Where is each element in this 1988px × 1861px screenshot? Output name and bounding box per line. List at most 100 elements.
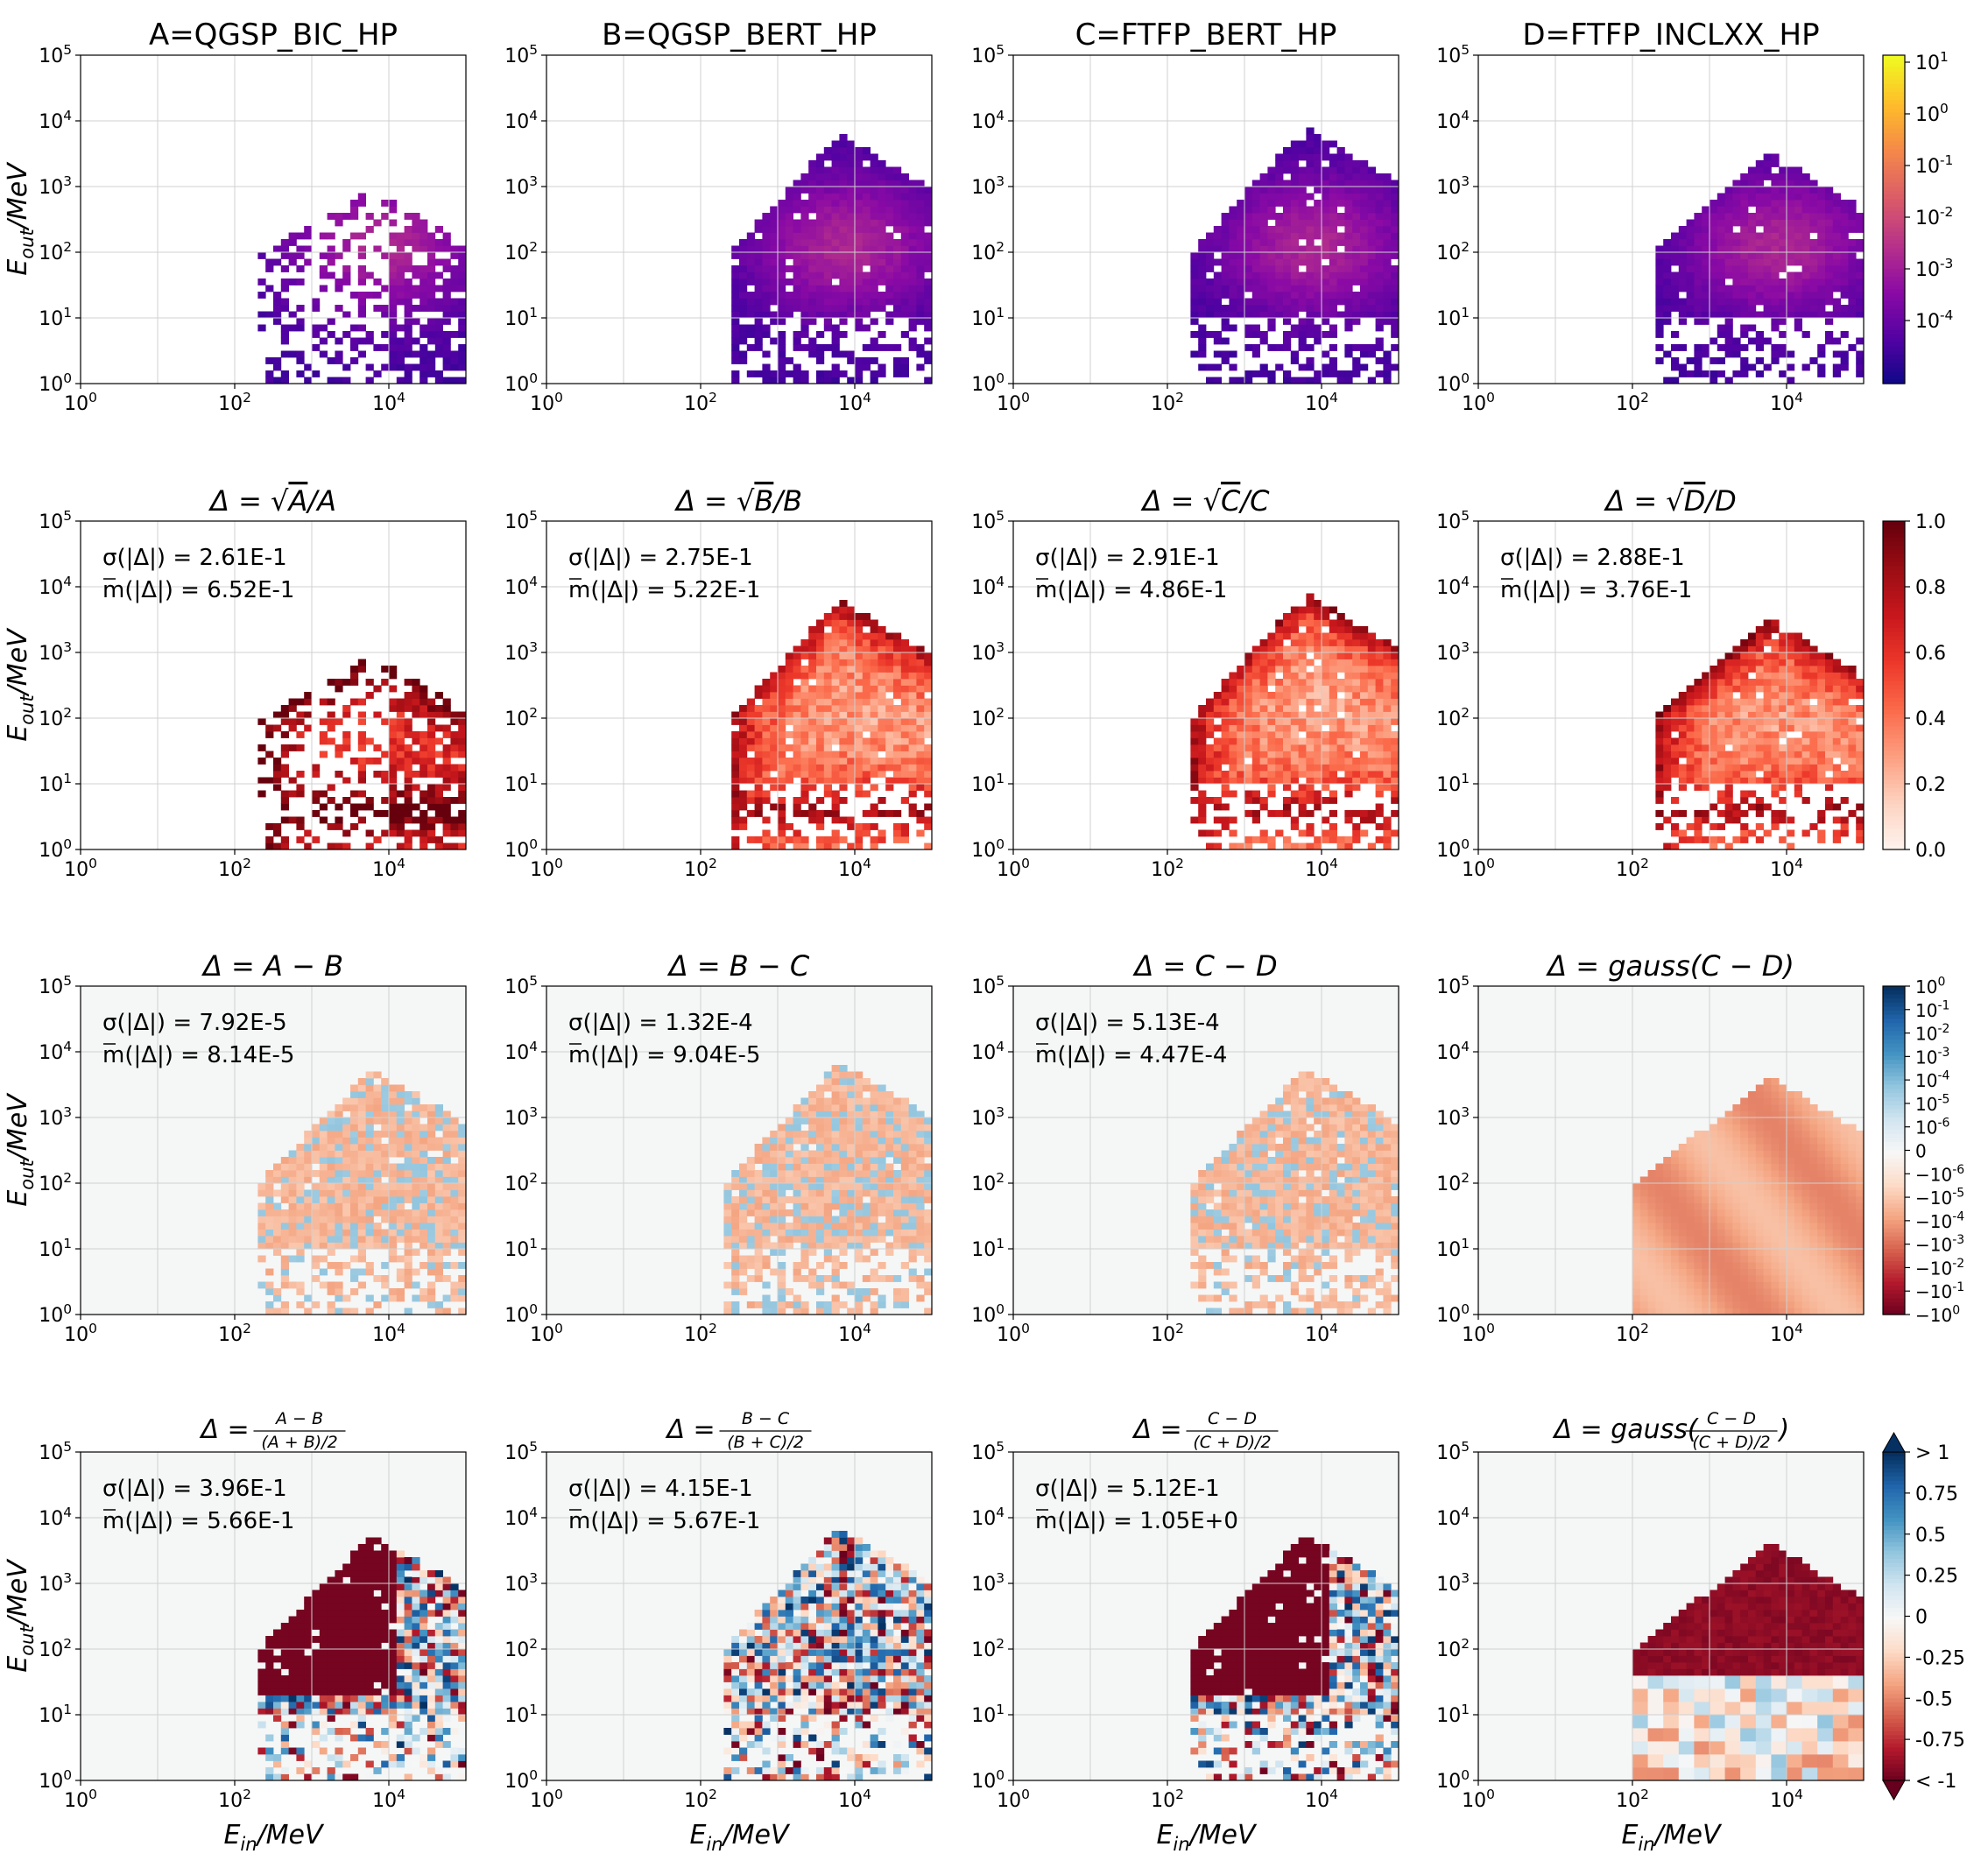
heatmap-cell — [1825, 318, 1834, 325]
heatmap-cell — [746, 771, 755, 778]
heatmap-cell — [1314, 672, 1322, 680]
heatmap-cell — [1275, 298, 1284, 306]
heatmap-cell — [1755, 758, 1764, 765]
heatmap-cell — [1290, 797, 1299, 804]
heatmap-cell — [862, 271, 871, 279]
heatmap-cell — [1221, 784, 1230, 791]
heatmap-cell — [1290, 180, 1299, 187]
heatmap-cell — [1206, 751, 1215, 758]
y-tick-label: 104 — [504, 108, 538, 133]
heatmap-cell — [312, 1301, 321, 1308]
heatmap-cell — [770, 318, 779, 325]
heatmap-cell — [1763, 731, 1772, 738]
heatmap-cell — [1367, 193, 1376, 201]
heatmap-cell — [908, 666, 917, 673]
heatmap-cell — [862, 613, 871, 620]
heatmap-cell — [908, 324, 917, 332]
heatmap-cell — [1244, 206, 1253, 214]
heatmap-cell — [1267, 777, 1276, 785]
heatmap-cell — [350, 666, 359, 673]
heatmap-cell — [1763, 166, 1772, 174]
heatmap-cell — [1801, 797, 1810, 804]
heatmap-cell — [427, 744, 436, 751]
heatmap-cell — [1298, 318, 1307, 325]
heatmap-cell — [1352, 698, 1361, 706]
heatmap-cell — [1221, 350, 1230, 358]
heatmap-cell — [419, 692, 428, 699]
heatmap-cell — [1275, 200, 1284, 207]
heatmap-cell — [442, 698, 451, 706]
heatmap-cell — [1856, 370, 1865, 377]
heatmap-cell — [1344, 239, 1353, 246]
heatmap-cell — [1375, 324, 1384, 332]
heatmap-cell — [870, 758, 878, 765]
heatmap-cell — [1732, 810, 1741, 817]
heatmap-cell — [831, 153, 840, 161]
heatmap-cell — [1198, 344, 1207, 351]
heatmap-cell — [793, 685, 801, 693]
heatmap-cell — [327, 698, 335, 706]
heatmap-cell — [450, 797, 459, 804]
heatmap-cell — [1809, 737, 1818, 745]
heatmap-cell — [257, 252, 266, 259]
heatmap-cell — [778, 200, 786, 207]
heatmap-cell — [785, 698, 793, 706]
heatmap-cell — [1367, 705, 1376, 712]
heatmap-cell — [1724, 842, 1733, 850]
heatmap-cell — [816, 160, 825, 167]
heatmap-cell — [1251, 764, 1260, 772]
heatmap-cell — [1283, 292, 1292, 299]
heatmap-cell — [800, 278, 809, 285]
heatmap-cell — [427, 357, 436, 364]
heatmap-cell — [1206, 829, 1215, 837]
heatmap-cell — [1694, 751, 1702, 758]
heatmap-cell — [1367, 632, 1376, 640]
heatmap-cell — [1801, 724, 1810, 732]
heatmap-cell — [908, 790, 917, 798]
heatmap-cell — [1283, 252, 1292, 259]
heatmap-cell — [831, 718, 840, 725]
heatmap-cell — [1740, 790, 1749, 798]
heatmap-cell — [1290, 698, 1299, 706]
heatmap-cell — [1298, 331, 1307, 338]
heatmap-cell — [1809, 724, 1818, 732]
heatmap-cell — [404, 718, 412, 725]
heatmap-cell — [885, 298, 894, 306]
y-tick-label: 103 — [971, 639, 1005, 665]
heatmap-cell — [1694, 744, 1702, 751]
heatmap-cell — [257, 1236, 266, 1243]
heatmap-cell — [1244, 377, 1253, 384]
heatmap-cell — [404, 370, 412, 377]
heatmap-cell — [1391, 180, 1399, 187]
heatmap-cell — [265, 724, 274, 732]
heatmap-cell — [1763, 213, 1772, 220]
heatmap-cell — [1190, 758, 1199, 765]
heatmap-cell — [1755, 337, 1764, 345]
heatmap-cell — [1763, 803, 1772, 811]
heatmap-cell — [785, 744, 793, 751]
heatmap-cell — [778, 816, 786, 824]
heatmap-cell — [1817, 344, 1826, 351]
heatmap-cell — [1840, 829, 1849, 837]
heatmap-cell — [1336, 842, 1345, 850]
heatmap-cell — [831, 724, 840, 732]
heatmap-cell — [1329, 645, 1337, 653]
heatmap-cell — [1360, 311, 1369, 319]
heatmap-cell — [1306, 842, 1315, 850]
heatmap-cell — [1686, 219, 1695, 227]
heatmap-cell — [389, 350, 398, 358]
heatmap-cell — [273, 1163, 282, 1171]
heatmap-cell — [1329, 344, 1337, 351]
heatmap-cell — [847, 252, 856, 259]
heatmap-cell — [296, 1216, 305, 1223]
heatmap-cell — [288, 252, 297, 259]
heatmap-cell — [412, 239, 420, 246]
heatmap-cell — [754, 685, 763, 693]
heatmap-cell — [419, 285, 428, 293]
heatmap-cell — [1740, 659, 1749, 666]
heatmap-cell — [1840, 285, 1849, 293]
heatmap-cell — [916, 265, 925, 272]
heatmap-cell — [900, 213, 909, 220]
heatmap-cell — [1329, 298, 1337, 306]
heatmap-cell — [831, 147, 840, 154]
